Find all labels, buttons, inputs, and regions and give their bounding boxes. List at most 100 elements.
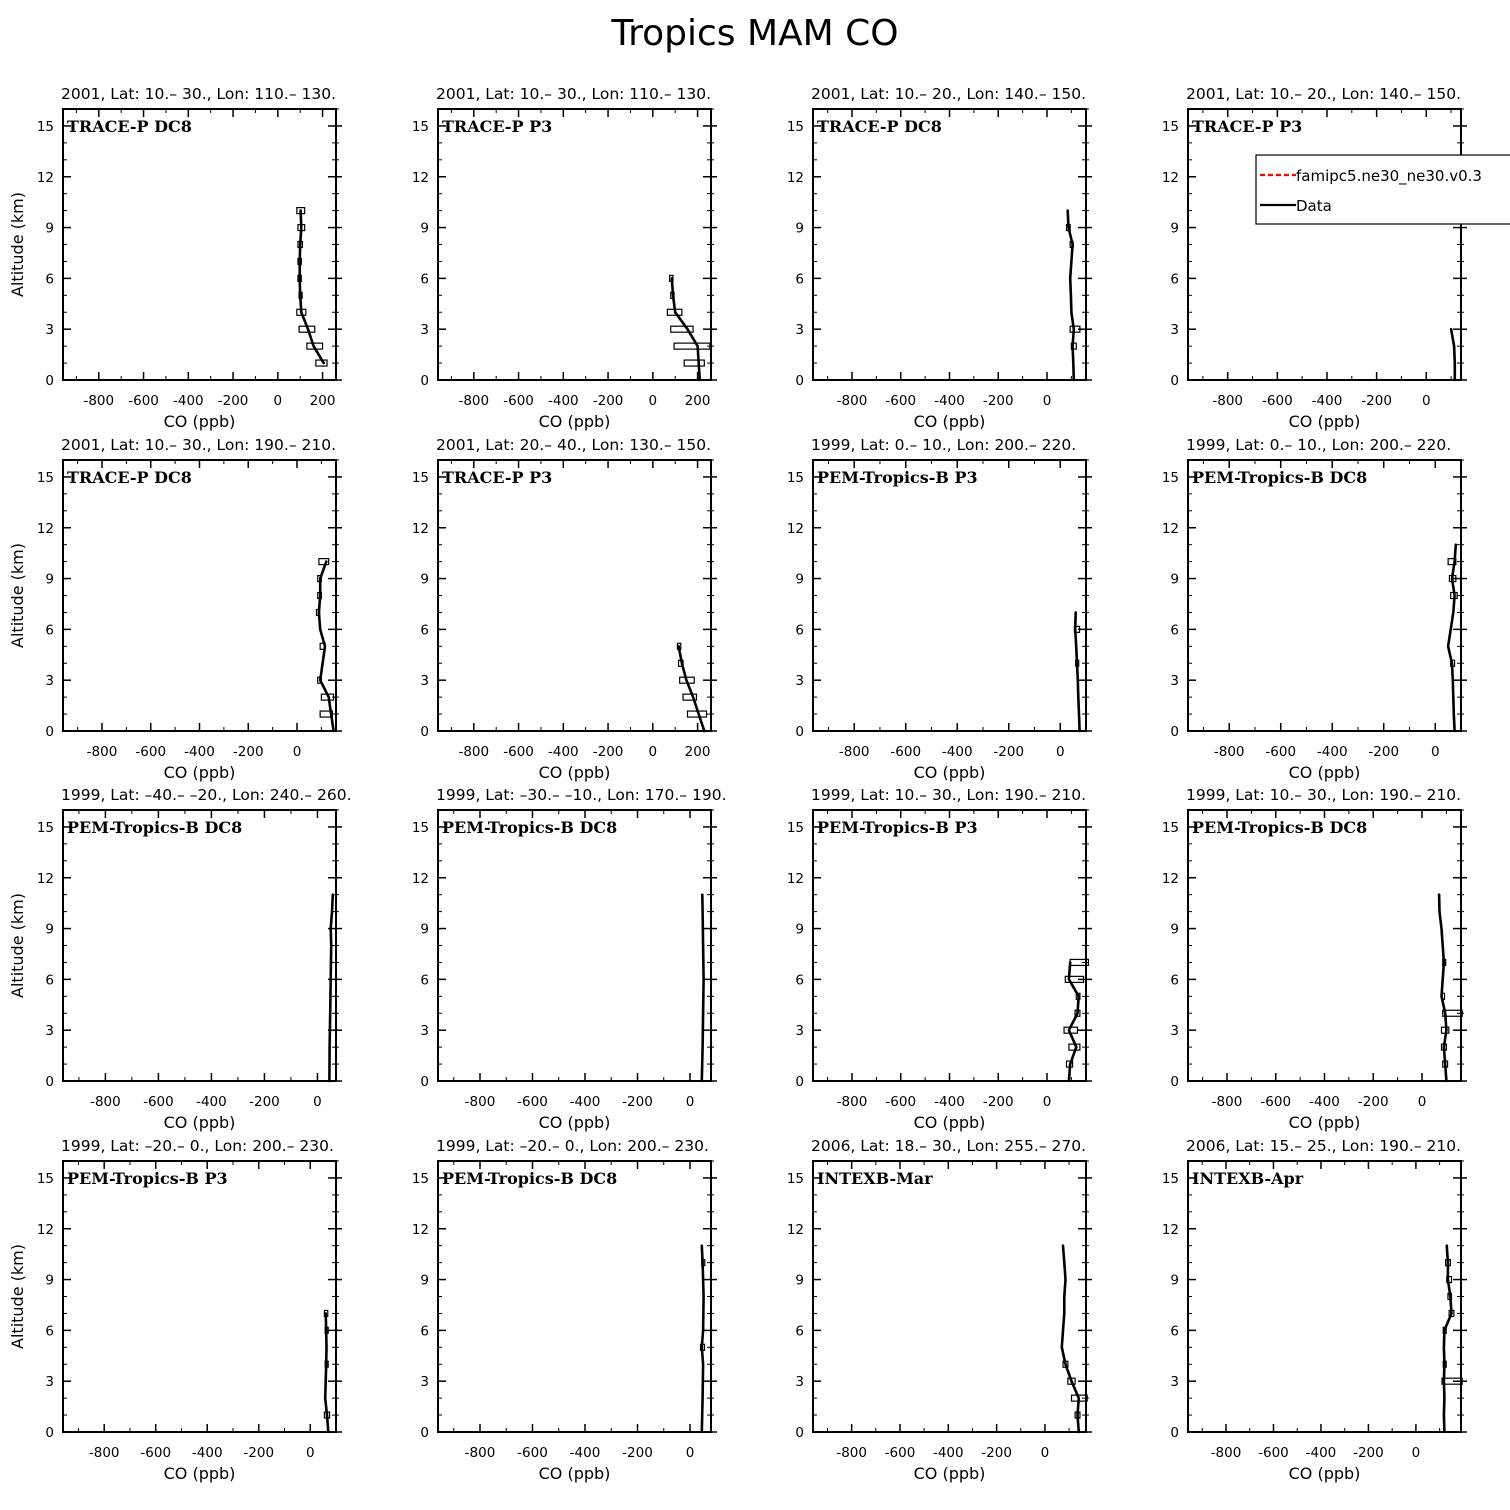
x-tick-label: 0 (1431, 744, 1440, 760)
plot-frame (1187, 809, 1462, 1082)
y-tick-label: 0 (45, 724, 54, 740)
x-tick-label: -200 (249, 1094, 280, 1110)
campaign-label: TRACE-P DC8 (817, 117, 942, 136)
x-tick-label: -200 (1358, 1094, 1389, 1110)
y-tick-label: 12 (412, 521, 429, 537)
series-line-data (700, 893, 705, 1083)
y-tick-label: 6 (45, 622, 54, 638)
y-tick-label: 0 (420, 724, 429, 740)
plot-frame (1187, 459, 1462, 732)
x-tick-label: -800 (458, 744, 489, 760)
y-tick-label: 9 (420, 221, 429, 237)
x-tick-label: -800 (1212, 1094, 1243, 1110)
panel-header: 2001, Lat: 10.– 30., Lon: 110.– 130. (61, 85, 336, 103)
x-tick-label: 0 (1418, 1094, 1427, 1110)
y-tick-label: 9 (45, 922, 54, 938)
x-axis-label: CO (ppb) (1289, 1464, 1361, 1483)
x-tick-label: -200 (983, 393, 1014, 409)
series-line-data (1060, 1244, 1081, 1434)
x-tick-label: 0 (1412, 1445, 1421, 1461)
plot-frame (62, 459, 337, 732)
y-tick-label: 0 (45, 373, 54, 389)
y-tick-label: 3 (420, 322, 429, 338)
y-tick-label: 15 (787, 820, 804, 836)
x-tick-label: -400 (184, 744, 215, 760)
y-tick-label: 3 (795, 1374, 804, 1390)
y-tick-label: 12 (787, 521, 804, 537)
chart-panel-15: 2006, Lat: 18.– 30., Lon: 255.– 270. -800… (787, 1137, 1092, 1483)
plot-frame (62, 108, 337, 381)
y-tick-label: 15 (787, 1171, 804, 1187)
legend-entry-label: Data (1296, 197, 1332, 215)
y-tick-label: 6 (420, 271, 429, 287)
x-tick-label: -400 (570, 1445, 601, 1461)
y-tick-label: 15 (37, 119, 54, 135)
x-tick-label: -200 (983, 1094, 1014, 1110)
panel-header: 2001, Lat: 20.– 40., Lon: 130.– 150. (436, 436, 711, 454)
y-tick-label: 3 (420, 673, 429, 689)
x-tick-label: -800 (1212, 393, 1243, 409)
y-tick-label: 9 (45, 221, 54, 237)
plot-frame (1187, 108, 1462, 381)
range-box (1069, 325, 1081, 333)
y-tick-label: 6 (45, 972, 54, 988)
y-tick-label: 0 (1170, 1074, 1179, 1090)
y-axis-label: Altitude (km) (8, 192, 27, 297)
series-line-data (677, 644, 706, 733)
x-tick-label: -200 (1368, 744, 1399, 760)
x-axis-label: CO (ppb) (914, 1113, 986, 1132)
x-tick-label: 0 (306, 1445, 315, 1461)
chart-panel-14: 1999, Lat: –20.– 0., Lon: 200.– 230. -800… (412, 1137, 717, 1483)
panel-header: 1999, Lat: 0.– 10., Lon: 200.– 220. (811, 436, 1076, 454)
chart-panel-9: 1999, Lat: –40.– –20., Lon: 240.– 260. -8… (8, 786, 352, 1132)
x-tick-label: -600 (1258, 1445, 1289, 1461)
y-tick-label: 12 (37, 871, 54, 887)
y-tick-label: 15 (412, 470, 429, 486)
y-tick-label: 15 (1162, 119, 1179, 135)
x-tick-label: -200 (1361, 393, 1392, 409)
chart-panel-4: 2001, Lat: 10.– 20., Lon: 140.– 150. -800… (1162, 85, 1510, 431)
y-tick-label: 9 (420, 922, 429, 938)
x-tick-label: 0 (686, 1094, 695, 1110)
y-tick-label: 3 (420, 1374, 429, 1390)
series-line-data (328, 893, 335, 1083)
y-tick-label: 6 (420, 972, 429, 988)
panel-header: 1999, Lat: –20.– 0., Lon: 200.– 230. (436, 1137, 709, 1155)
y-tick-label: 15 (412, 119, 429, 135)
y-tick-label: 0 (1170, 1425, 1179, 1441)
campaign-label: PEM-Tropics-B P3 (817, 818, 978, 837)
x-tick-label: -600 (1260, 1094, 1291, 1110)
y-tick-label: 0 (45, 1425, 54, 1441)
x-tick-label: -400 (548, 393, 579, 409)
series-line-data (670, 277, 702, 382)
x-tick-label: -400 (570, 1094, 601, 1110)
x-tick-label: -600 (885, 393, 916, 409)
x-tick-label: -600 (503, 393, 534, 409)
x-tick-label: -200 (993, 744, 1024, 760)
y-tick-label: 15 (37, 1171, 54, 1187)
series-line-data (317, 560, 335, 733)
campaign-label: INTEXB-Apr (1192, 1169, 1304, 1188)
x-tick-label: 200 (685, 744, 711, 760)
y-tick-label: 0 (795, 1425, 804, 1441)
legend-box (1255, 154, 1510, 225)
y-tick-label: 0 (795, 1074, 804, 1090)
y-tick-label: 6 (1170, 1323, 1179, 1339)
panel-header: 1999, Lat: 0.– 10., Lon: 200.– 220. (1186, 436, 1451, 454)
x-tick-label: 0 (313, 1094, 322, 1110)
x-tick-label: -200 (593, 744, 624, 760)
plot-frame (437, 1160, 712, 1433)
y-tick-label: 3 (795, 322, 804, 338)
y-tick-label: 3 (1170, 673, 1179, 689)
y-tick-label: 3 (795, 673, 804, 689)
y-tick-label: 9 (795, 1273, 804, 1289)
y-tick-label: 12 (412, 871, 429, 887)
y-tick-label: 15 (412, 1171, 429, 1187)
x-tick-label: -200 (1353, 1445, 1384, 1461)
x-tick-label: -400 (192, 1445, 223, 1461)
y-tick-label: 6 (420, 622, 429, 638)
range-box (1441, 1377, 1463, 1385)
chart-panel-7: 1999, Lat: 0.– 10., Lon: 200.– 220. -800 -… (787, 436, 1092, 782)
y-tick-label: 6 (795, 622, 804, 638)
y-tick-label: 6 (1170, 271, 1179, 287)
